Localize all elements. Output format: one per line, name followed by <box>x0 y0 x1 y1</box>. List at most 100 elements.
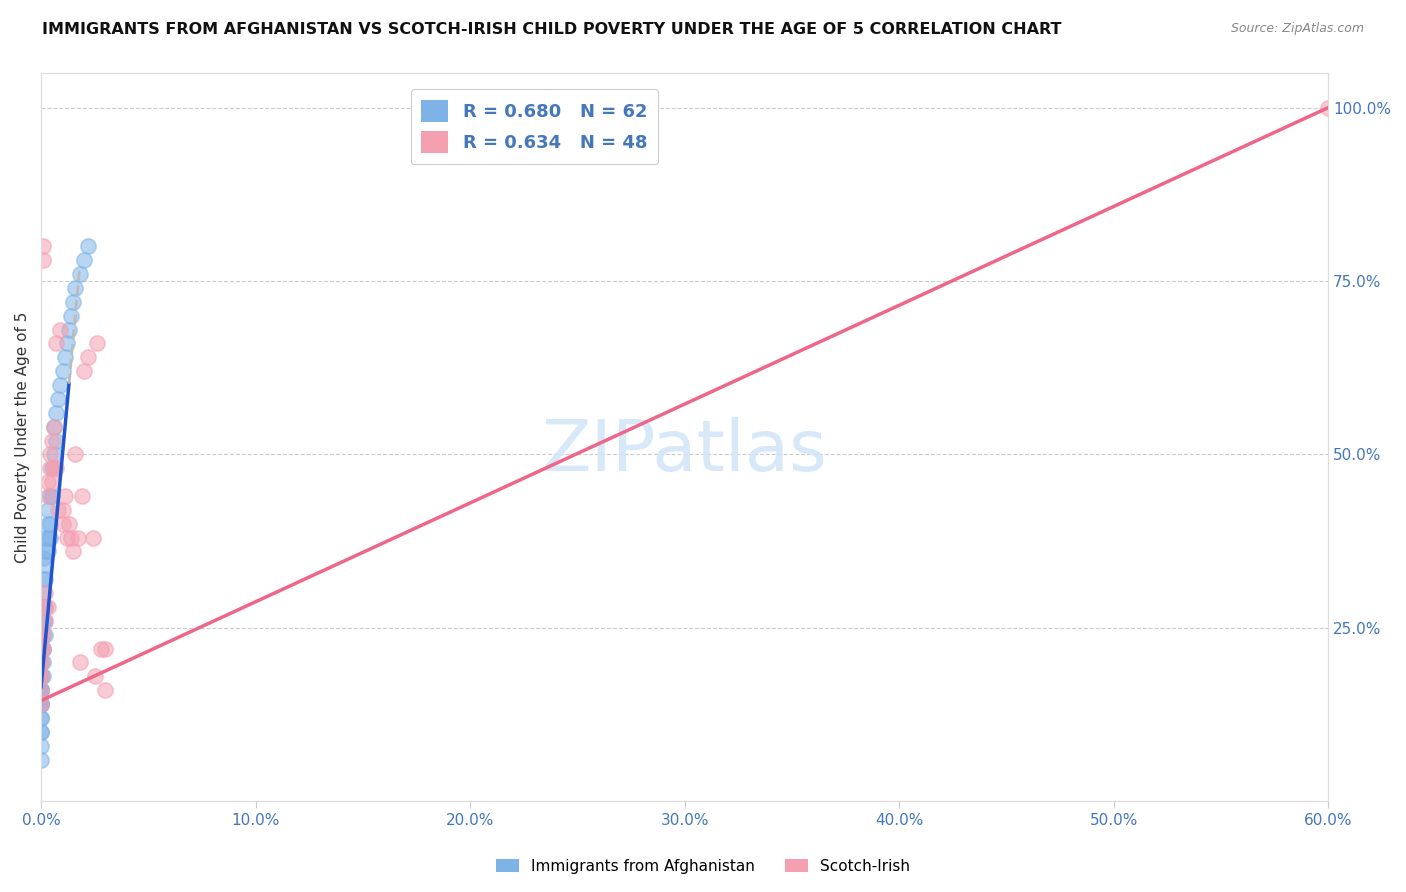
Point <box>41 434 63 448</box>
Point <box>30 683 52 698</box>
Point <box>34 572 56 586</box>
Point <box>32 669 55 683</box>
Point <box>32 572 55 586</box>
Point <box>34 599 56 614</box>
Point <box>86 336 108 351</box>
Point <box>34 531 56 545</box>
Point <box>30 656 52 670</box>
Point <box>32 641 55 656</box>
Point <box>45 336 67 351</box>
Text: Source: ZipAtlas.com: Source: ZipAtlas.com <box>1230 22 1364 36</box>
Point <box>73 253 96 268</box>
Point <box>1317 101 1340 115</box>
Point <box>30 656 52 670</box>
Point <box>37 544 59 558</box>
Point <box>30 683 52 698</box>
Point <box>32 656 55 670</box>
Point <box>37 475 59 490</box>
Point <box>42 419 65 434</box>
Point <box>30 669 52 683</box>
Point <box>30 683 52 698</box>
Point <box>37 599 59 614</box>
Point <box>32 628 55 642</box>
Point <box>34 544 56 558</box>
Point <box>30 683 52 698</box>
Point <box>51 364 73 378</box>
Point <box>34 614 56 628</box>
Point <box>45 406 67 420</box>
Point <box>32 614 55 628</box>
Point <box>30 697 52 711</box>
Point <box>45 434 67 448</box>
Point <box>32 551 55 566</box>
Point <box>30 724 52 739</box>
Point <box>60 531 83 545</box>
Point <box>30 669 52 683</box>
Point <box>53 351 76 365</box>
Point <box>42 461 65 475</box>
Point <box>30 683 52 698</box>
Point <box>34 599 56 614</box>
Point <box>66 531 89 545</box>
Point <box>70 489 93 503</box>
Point <box>41 489 63 503</box>
Point <box>32 586 55 600</box>
Point <box>46 392 69 406</box>
Point <box>32 628 55 642</box>
Point <box>30 641 52 656</box>
Point <box>51 516 73 531</box>
Point <box>58 322 80 336</box>
Point <box>30 697 52 711</box>
Point <box>30 697 52 711</box>
Point <box>83 669 105 683</box>
Point <box>69 267 91 281</box>
Point <box>41 475 63 490</box>
Point <box>32 599 55 614</box>
Point <box>34 586 56 600</box>
Point <box>30 628 52 642</box>
Point <box>30 641 52 656</box>
Point <box>82 531 104 545</box>
Point <box>37 503 59 517</box>
Point <box>69 656 91 670</box>
Legend: R = 0.680   N = 62, R = 0.634   N = 48: R = 0.680 N = 62, R = 0.634 N = 48 <box>411 89 658 164</box>
Point <box>73 364 96 378</box>
Point <box>42 447 65 461</box>
Point <box>56 531 79 545</box>
Point <box>30 669 52 683</box>
Point <box>38 489 60 503</box>
Point <box>32 239 55 253</box>
Point <box>41 461 63 475</box>
Point <box>32 253 55 268</box>
Point <box>34 614 56 628</box>
Point <box>30 656 52 670</box>
Text: ZIPatlas: ZIPatlas <box>541 417 828 486</box>
Point <box>37 531 59 545</box>
Point <box>32 641 55 656</box>
Point <box>94 683 117 698</box>
Point <box>38 531 60 545</box>
Point <box>30 711 52 725</box>
Point <box>51 503 73 517</box>
Point <box>49 378 72 392</box>
Point <box>46 503 69 517</box>
Point <box>60 309 83 323</box>
Point <box>49 322 72 336</box>
Text: IMMIGRANTS FROM AFGHANISTAN VS SCOTCH-IRISH CHILD POVERTY UNDER THE AGE OF 5 COR: IMMIGRANTS FROM AFGHANISTAN VS SCOTCH-IR… <box>42 22 1062 37</box>
Point <box>42 419 65 434</box>
Point <box>77 239 100 253</box>
Point <box>77 351 100 365</box>
Point <box>37 516 59 531</box>
Point <box>34 628 56 642</box>
Point <box>38 447 60 461</box>
Point <box>38 516 60 531</box>
Point <box>53 489 76 503</box>
Point <box>37 489 59 503</box>
Point <box>34 558 56 573</box>
Point <box>30 697 52 711</box>
Point <box>32 641 55 656</box>
Point <box>65 281 87 295</box>
Point <box>30 669 52 683</box>
Point <box>30 752 52 766</box>
Point <box>58 516 80 531</box>
